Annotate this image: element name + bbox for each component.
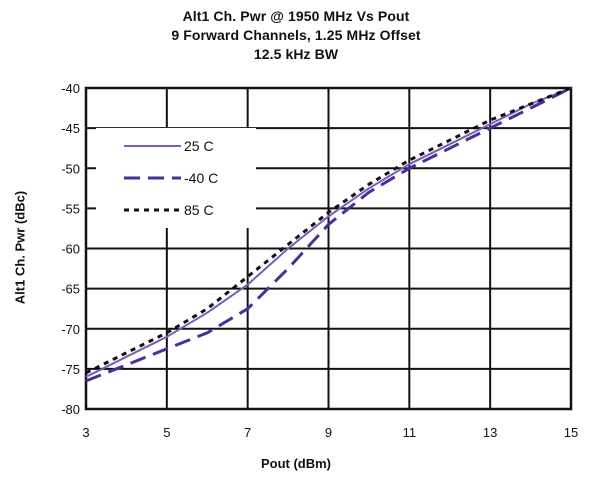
legend-label: 85 C xyxy=(184,202,214,218)
x-tick-label: 3 xyxy=(82,425,89,440)
series-line-85c xyxy=(85,86,572,375)
legend-label: -40 C xyxy=(184,170,218,186)
y-tick-label: -45 xyxy=(61,121,80,136)
x-tick-label: 11 xyxy=(403,425,417,440)
y-tick-label: -65 xyxy=(61,282,80,297)
chart-title-line-3: 12.5 kHz BW xyxy=(253,46,339,62)
x-tick-label: 5 xyxy=(163,425,170,440)
x-tick-label: 7 xyxy=(244,425,251,440)
chart-title-line-1: Alt1 Ch. Pwr @ 1950 MHz Vs Pout xyxy=(182,8,410,24)
x-axis-label: Pout (dBm) xyxy=(260,456,332,471)
x-tick-label: 15 xyxy=(564,425,578,440)
y-tick-label: -40 xyxy=(61,81,80,96)
y-tick-label: -50 xyxy=(61,161,80,176)
legend-label: 25 C xyxy=(184,138,214,154)
plot-frame xyxy=(84,86,573,411)
x-tick-label: 9 xyxy=(325,425,332,440)
y-tick-label: -60 xyxy=(61,242,80,257)
y-tick-label: -75 xyxy=(61,362,80,377)
series-line-25c xyxy=(85,87,572,378)
y-tick-label: -80 xyxy=(61,402,80,417)
series-line-minus40c xyxy=(85,86,572,383)
x-tick-label: 13 xyxy=(483,425,497,440)
chart-title-line-2: 9 Forward Channels, 1.25 MHz Offset xyxy=(171,27,421,43)
y-axis-label: Alt1 Ch. Pwr (dBc) xyxy=(12,190,28,305)
y-tick-label: -70 xyxy=(61,322,80,337)
y-tick-label: -55 xyxy=(61,201,80,216)
